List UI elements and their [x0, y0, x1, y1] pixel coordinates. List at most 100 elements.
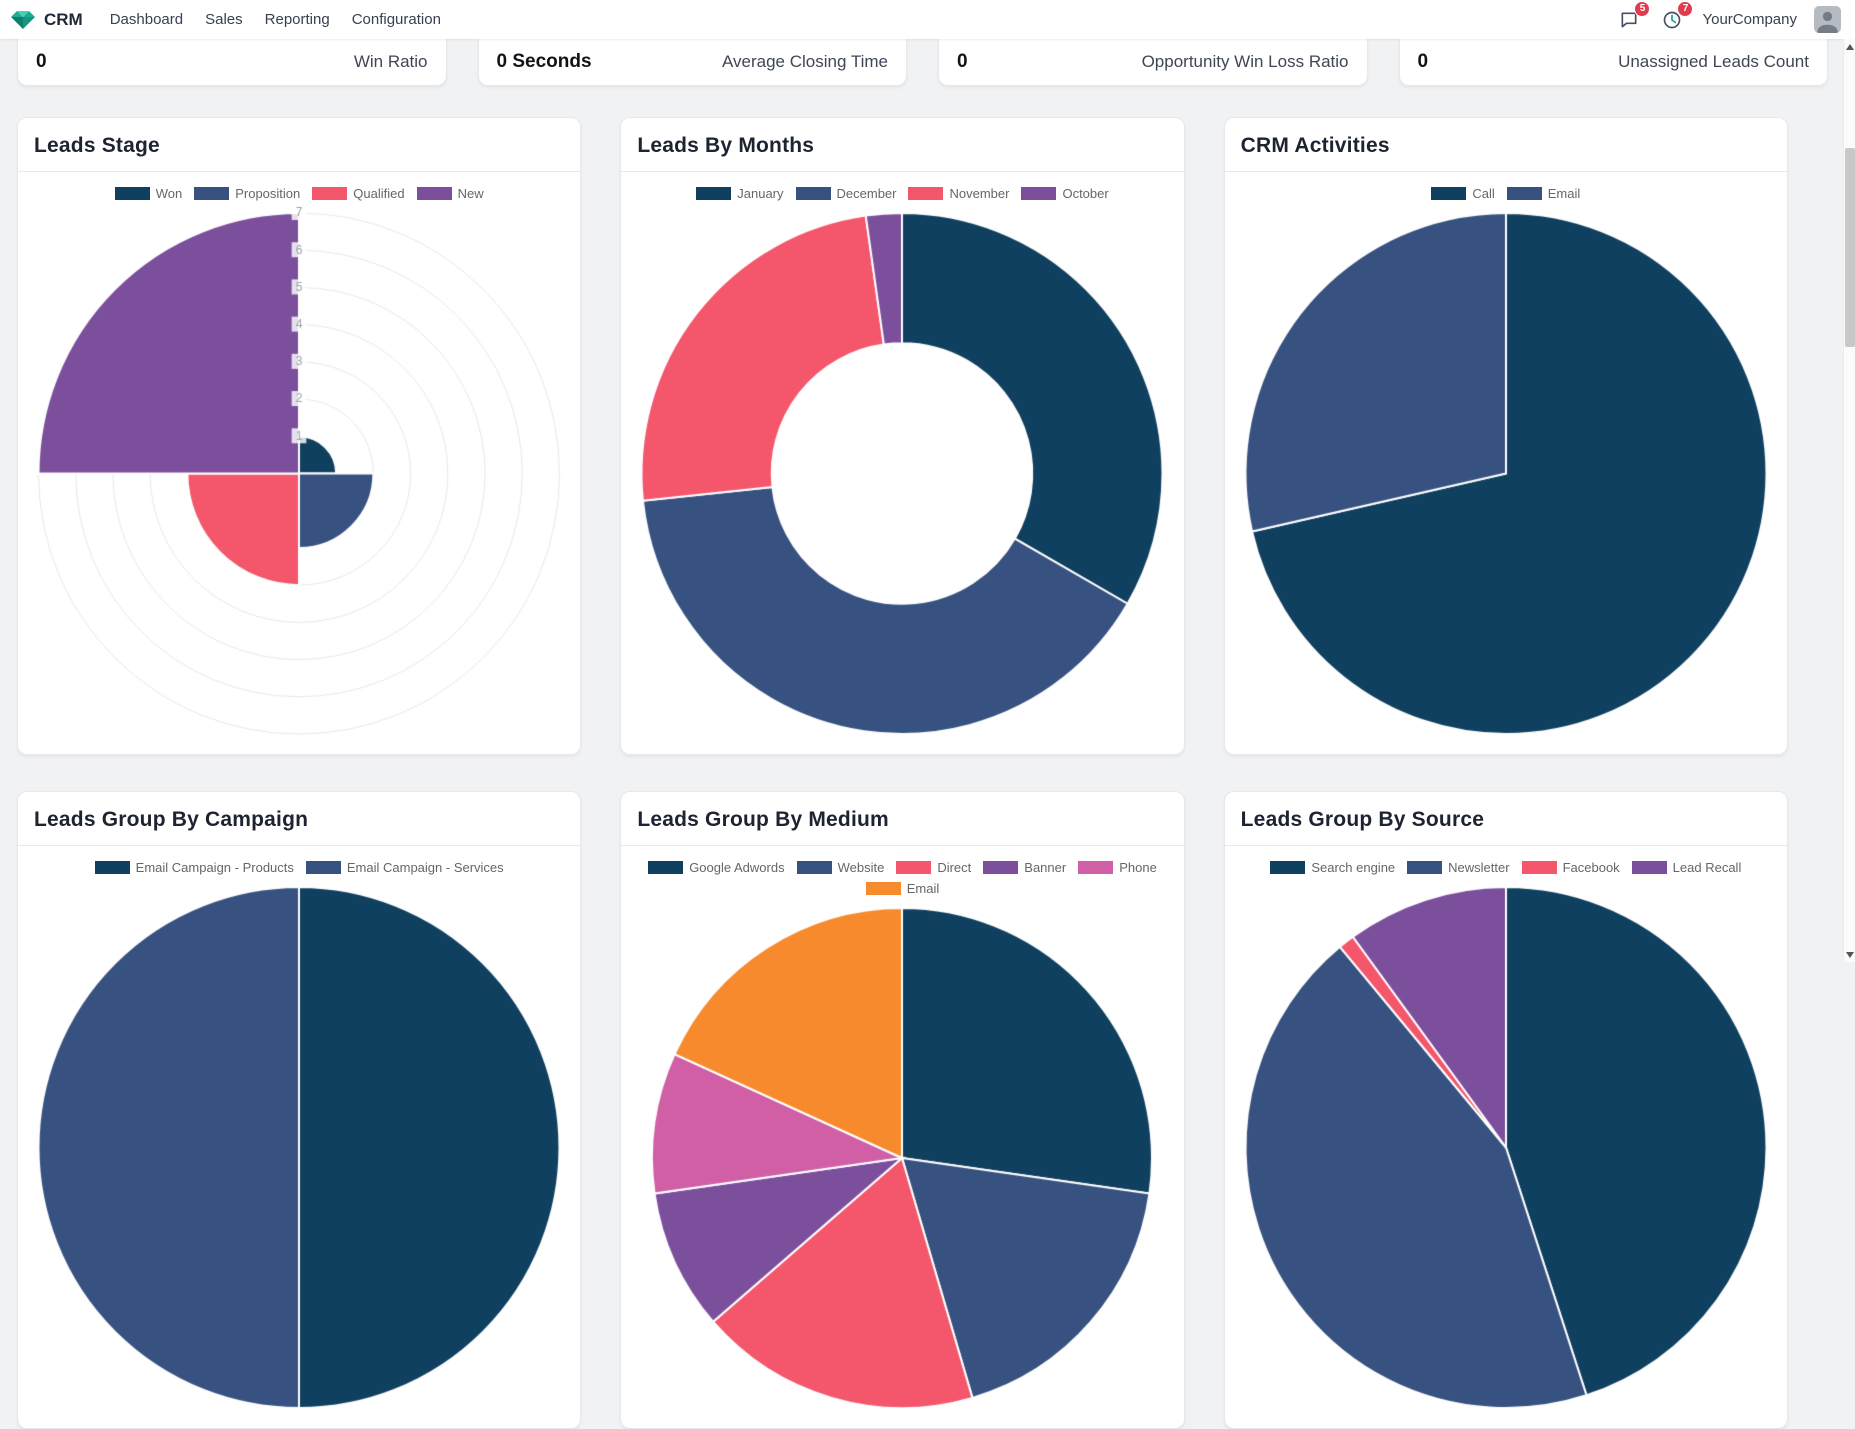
top-navbar: CRM Dashboard Sales Reporting Configurat…	[0, 0, 1855, 39]
legend-swatch	[194, 187, 230, 200]
legend-swatch	[1021, 187, 1057, 200]
legend-swatch	[1431, 187, 1467, 200]
legend-item[interactable]: Banner	[983, 860, 1066, 875]
legend-item[interactable]: New	[416, 186, 484, 201]
legend-item[interactable]: Direct	[896, 860, 971, 875]
leads-stage-chart[interactable]	[26, 201, 572, 746]
chart-card-crm-activities: CRM Activities Call Email	[1223, 117, 1788, 755]
legend-item[interactable]: Phone	[1078, 860, 1157, 875]
chart-body: Google Adwords Website Direct Banner Phone Em…	[621, 846, 1183, 1428]
legend-item[interactable]: Email	[1506, 186, 1581, 201]
chart-card-leads-stage: Leads Stage Won Proposition Qualified New	[17, 117, 582, 755]
legend-label: Search engine	[1311, 860, 1396, 875]
app-switcher[interactable]: CRM	[10, 9, 83, 31]
chart-body: Search engine Newsletter Facebook Lead Reca…	[1225, 846, 1787, 1428]
legend-swatch	[416, 187, 452, 200]
legend-label: Newsletter	[1448, 860, 1510, 875]
scrollbar-thumb[interactable]	[1845, 148, 1855, 347]
legend-swatch	[1078, 861, 1114, 874]
legend-swatch	[648, 861, 684, 874]
legend-label: Email	[906, 881, 940, 896]
chart-title: CRM Activities	[1240, 134, 1390, 157]
user-avatar[interactable]	[1814, 6, 1841, 33]
kpi-win-ratio[interactable]: 0 Win Ratio	[17, 39, 447, 86]
company-menu[interactable]: YourCompany	[1702, 11, 1797, 28]
chart-canvas-wrap	[1232, 201, 1779, 746]
scroll-down-button[interactable]	[1844, 948, 1855, 961]
legend-swatch	[1631, 861, 1667, 874]
legend-swatch	[796, 861, 832, 874]
leads-group-by-source-chart[interactable]	[1232, 875, 1779, 1420]
kpi-opportunity-win-loss-ratio[interactable]: 0 Opportunity Win Loss Ratio	[938, 39, 1368, 86]
legend-item[interactable]: Email Campaign - Products	[94, 860, 294, 875]
crm-activities-chart[interactable]	[1232, 201, 1779, 746]
kpi-label: Average Closing Time	[722, 52, 888, 71]
menu-item-configuration[interactable]: Configuration	[351, 11, 441, 28]
legend-label: Email	[1547, 186, 1581, 201]
legend-item[interactable]: December	[795, 186, 897, 201]
legend-label: Call	[1472, 186, 1495, 201]
chart-legend: Won Proposition Qualified New	[36, 186, 562, 201]
activities-button[interactable]: 7	[1659, 0, 1694, 32]
chart-legend: Search engine Newsletter Facebook Lead Reca…	[1243, 860, 1769, 875]
legend-item[interactable]: October	[1021, 186, 1109, 201]
legend-swatch	[1521, 861, 1557, 874]
leads-group-by-medium-chart[interactable]	[629, 896, 1176, 1420]
legend-item[interactable]: Newsletter	[1407, 860, 1510, 875]
navbar-systray: 5 7 YourCompany	[1616, 0, 1841, 33]
legend-item[interactable]: Email Campaign - Services	[305, 860, 504, 875]
chart-title: Leads Group By Source	[1240, 808, 1485, 831]
leads-group-by-campaign-chart[interactable]	[26, 875, 572, 1420]
legend-item[interactable]: Email	[865, 881, 940, 896]
chart-card-header: Leads Group By Medium	[621, 792, 1184, 846]
chart-card-header: Leads Stage	[18, 118, 581, 172]
legend-item[interactable]: Google Adwords	[648, 860, 785, 875]
legend-swatch	[795, 187, 831, 200]
legend-label: Email Campaign - Products	[135, 860, 294, 875]
legend-label: Facebook	[1562, 860, 1620, 875]
messages-badge: 5	[1634, 0, 1651, 17]
legend-item[interactable]: Won	[114, 186, 182, 201]
menu-item-reporting[interactable]: Reporting	[264, 11, 330, 28]
legend-label: Phone	[1119, 860, 1157, 875]
legend-item[interactable]: Proposition	[194, 186, 300, 201]
legend-item[interactable]: Lead Recall	[1631, 860, 1741, 875]
kpi-unassigned-leads-count[interactable]: 0 Unassigned Leads Count	[1398, 39, 1828, 86]
legend-label: Proposition	[235, 186, 301, 201]
triangle-up-icon	[1845, 43, 1854, 50]
chat-bubble-icon	[1619, 10, 1639, 30]
chart-canvas-wrap	[1232, 875, 1779, 1420]
chart-legend: January December November October	[639, 186, 1165, 201]
chart-title: Leads Stage	[34, 134, 160, 157]
legend-label: October	[1062, 186, 1109, 201]
chart-title: Leads Group By Medium	[637, 808, 889, 831]
main-menu: Dashboard Sales Reporting Configuration	[99, 4, 452, 35]
legend-swatch	[1270, 861, 1306, 874]
vertical-scrollbar[interactable]	[1843, 39, 1855, 962]
messages-button[interactable]: 5	[1616, 0, 1651, 32]
legend-item[interactable]: November	[908, 186, 1009, 201]
legend-item[interactable]: Call	[1431, 186, 1495, 201]
kpi-average-closing-time[interactable]: 0 Seconds Average Closing Time	[477, 39, 907, 86]
legend-item[interactable]: Website	[796, 860, 884, 875]
leads-by-months-chart[interactable]	[629, 201, 1176, 746]
chart-title: Leads Group By Campaign	[34, 808, 309, 831]
menu-item-sales[interactable]: Sales	[205, 11, 243, 28]
triangle-down-icon	[1845, 951, 1854, 958]
chart-title: Leads By Months	[637, 134, 815, 157]
chart-card-header: CRM Activities	[1224, 118, 1787, 172]
chart-canvas-wrap	[26, 875, 572, 1420]
legend-label: December	[836, 186, 897, 201]
activities-badge: 7	[1677, 0, 1694, 17]
chart-body: Won Proposition Qualified New	[18, 172, 580, 754]
chart-card-header: Leads Group By Campaign	[18, 792, 581, 846]
legend-item[interactable]: Search engine	[1270, 860, 1395, 875]
legend-item[interactable]: January	[696, 186, 784, 201]
menu-item-dashboard[interactable]: Dashboard	[109, 11, 184, 28]
legend-swatch	[865, 882, 901, 895]
legend-item[interactable]: Qualified	[312, 186, 405, 201]
scroll-up-button[interactable]	[1844, 40, 1855, 53]
legend-swatch	[983, 861, 1019, 874]
legend-item[interactable]: Facebook	[1521, 860, 1620, 875]
chart-legend: Email Campaign - Products Email Campaign …	[36, 860, 562, 875]
